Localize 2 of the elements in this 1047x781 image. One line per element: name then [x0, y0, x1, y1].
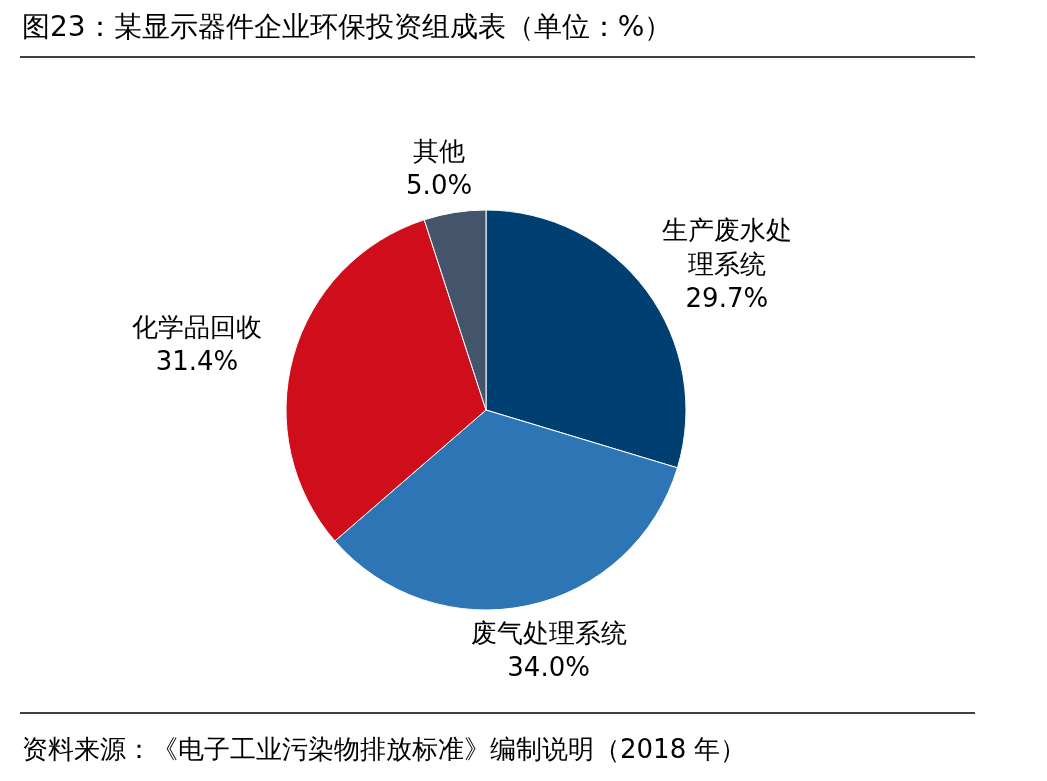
annotation: 资料来源：《电子工业污染物排放标准》编制说明（2018 年） [22, 734, 747, 764]
title: 图23：某显示器件企业环保投资组成表（单位：%） [22, 10, 673, 43]
